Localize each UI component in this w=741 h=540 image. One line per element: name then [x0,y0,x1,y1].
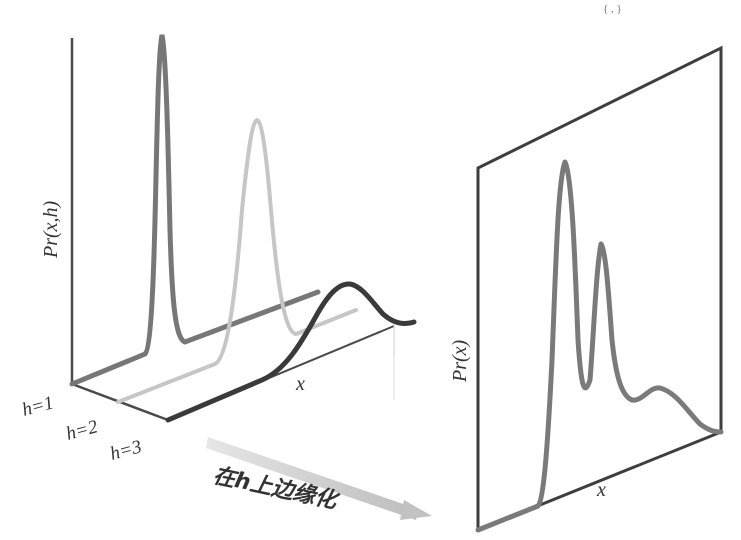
corner-text: { , } [603,3,622,15]
right-plot-panel: Pr(x) x [449,45,724,533]
right-panel-frame [476,45,723,533]
left-3d-plot: Pr(x,h) x h=1 h=2 h=3 [20,34,417,465]
right-x-label: x [596,479,606,501]
h-label-3: h=3 [108,436,144,465]
arrow-shape [206,437,418,520]
curve-marginal [475,159,724,533]
h-label-2: h=2 [64,416,101,445]
right-y-label: Pr(x) [449,339,471,383]
left-x-label: x [295,373,305,395]
marginalize-arrow: 在h上边缘化 [206,437,432,520]
h-label-1: h=1 [20,392,56,421]
left-y-label: Pr(x,h) [40,200,62,259]
curve-h3 [165,281,417,423]
curve-h2 [116,117,358,404]
curve-h1 [69,34,321,387]
arrow-head [400,500,432,520]
